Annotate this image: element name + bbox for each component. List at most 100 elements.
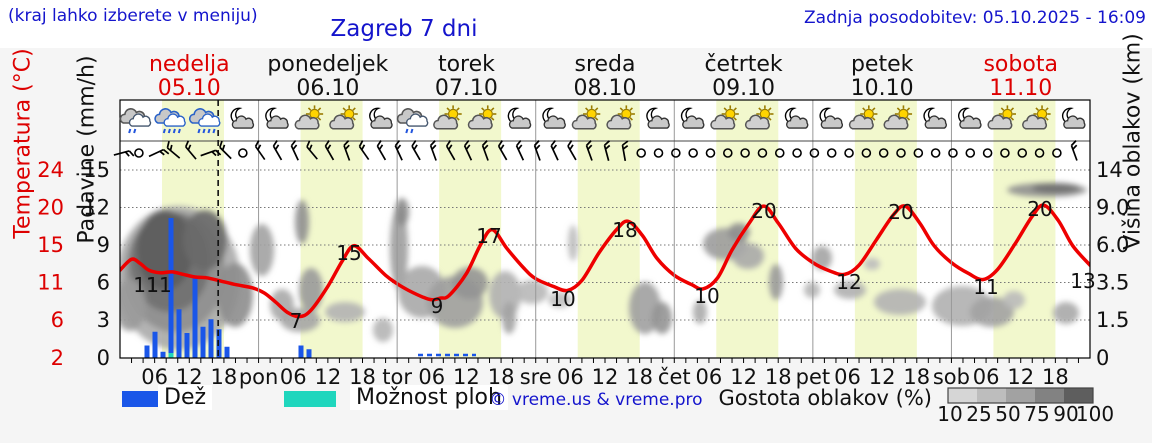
precipitation-tick-label: 3 [97,308,110,332]
copyright-link[interactable]: © vreme.us & vreme.pro [489,390,703,410]
wind-barb-icon [358,140,370,161]
temperature-value-label: 20 [1027,197,1052,221]
wind-calm-icon [982,148,993,158]
wind-calm-icon [948,148,958,158]
x-axis-day-label: pon [239,365,279,389]
x-axis-hour-label: 18 [626,365,653,389]
rain-heavy-icon [188,108,221,134]
precipitation-tick-label: 6 [97,271,110,295]
menu-hint-text: (kraj lahko izberete v meniju) [8,6,258,26]
sun-cloud-icon [1022,105,1051,130]
temperature-value-label: 10 [550,287,575,311]
wind-barb-icon [497,140,508,161]
wind-barb-icon [254,140,266,161]
wind-calm-icon [1017,148,1028,158]
day-name: torek [437,52,495,77]
sun-cloud-icon [467,105,497,130]
density-scale-segment [1064,388,1093,403]
moon-cloud-icon [680,107,705,129]
wind-calm-icon [861,148,872,158]
moon-cloud-icon [784,107,809,129]
cloud-height-tick-label: 1.5 [1096,308,1129,332]
wind-barb-icon [324,140,335,161]
sun-cloud-icon [987,105,1016,130]
x-axis-hour-label: 06 [280,365,307,389]
temperature-tick-label: 6 [51,308,64,332]
temperature-value-label: 7 [290,309,303,333]
density-scale-segment [977,388,1006,403]
temperature-value-label: 20 [888,200,913,224]
wind-barb-icon [550,139,559,161]
x-axis-day-label: čet [658,365,691,389]
rain-legend-label: Dež [158,385,213,410]
x-axis-hour-label: 06 [834,365,861,389]
cloud-height-tick-label: 6.0 [1096,233,1129,257]
wind-barb-icon [272,140,283,161]
wind-calm-icon [809,148,820,158]
sun-cloud-icon [329,105,358,130]
day-name: četrtek [704,52,783,77]
x-axis-day-label: sob [933,365,970,389]
sun-cloud-icon [433,105,462,130]
x-axis-day-label: sre [520,365,552,389]
x-axis-hour-label: 12 [592,365,619,389]
precipitation-tick-label: 9 [97,233,110,257]
temperature-tick-label: 11 [37,271,64,295]
moon-cloud-icon [265,107,289,129]
sun-cloud-icon [883,105,913,130]
day-date: 07.10 [434,76,498,101]
cloud-density-layer [120,183,1087,350]
wind-calm-icon [826,148,837,158]
wind-calm-icon [792,148,802,158]
wind-barb-icon [219,140,232,160]
density-tick-label: 90 [1053,402,1078,426]
wind-calm-icon [238,148,248,158]
x-axis-hour-label: 06 [557,365,584,389]
temperature-value-label: 11 [133,273,158,297]
x-axis-hour-label: 06 [973,365,1000,389]
wind-calm-icon [722,148,733,158]
sun-cloud-icon [606,105,635,130]
x-axis-hour-label: 12 [1007,365,1034,389]
day-date: 08.10 [573,76,637,101]
precipitation-tick-label: 15 [83,158,110,182]
x-axis-hour-label: 18 [903,365,930,389]
wind-barb-icon [481,140,489,161]
wind-barb-icon [567,140,577,161]
wind-barb-icon [515,139,525,161]
wind-barb-icon [148,148,170,158]
temperature-tick-label: 20 [37,196,64,220]
x-axis-hour-label: 18 [765,365,792,389]
x-axis-hour-label: 12 [730,365,757,389]
wind-barb-icon [445,140,456,161]
wind-calm-icon [740,148,750,158]
cloud-height-tick-label: 14 [1096,158,1123,182]
wind-calm-icon [671,148,681,158]
density-tick-label: 25 [966,402,991,426]
rain-icon [119,108,152,134]
wind-barb-icon [290,139,299,161]
day-date: 10.10 [850,76,914,101]
sun-cloud-icon [848,105,878,130]
temperature-tick-label: 15 [37,233,64,257]
day-date: 11.10 [989,76,1053,101]
day-name: petek [850,52,914,77]
moon-cloud-icon [958,107,982,129]
x-axis-hour-label: 12 [869,365,896,389]
wind-calm-icon [878,148,889,158]
temperature-value-label: 15 [336,241,361,265]
moon-cloud-icon [230,107,255,129]
wind-calm-icon [688,148,698,158]
page-title: Zagreb 7 dni [330,16,478,42]
wind-barb-icon [343,140,351,161]
wind-barb-icon [306,140,318,160]
temperature-value-label: 12 [836,270,861,294]
wind-barb-icon [166,141,181,159]
temperature-value-label: 20 [751,199,776,223]
sun-cloud-icon [571,105,601,130]
wind-calm-icon [930,148,941,158]
wind-calm-icon [705,148,716,158]
rain-icon [396,108,429,134]
